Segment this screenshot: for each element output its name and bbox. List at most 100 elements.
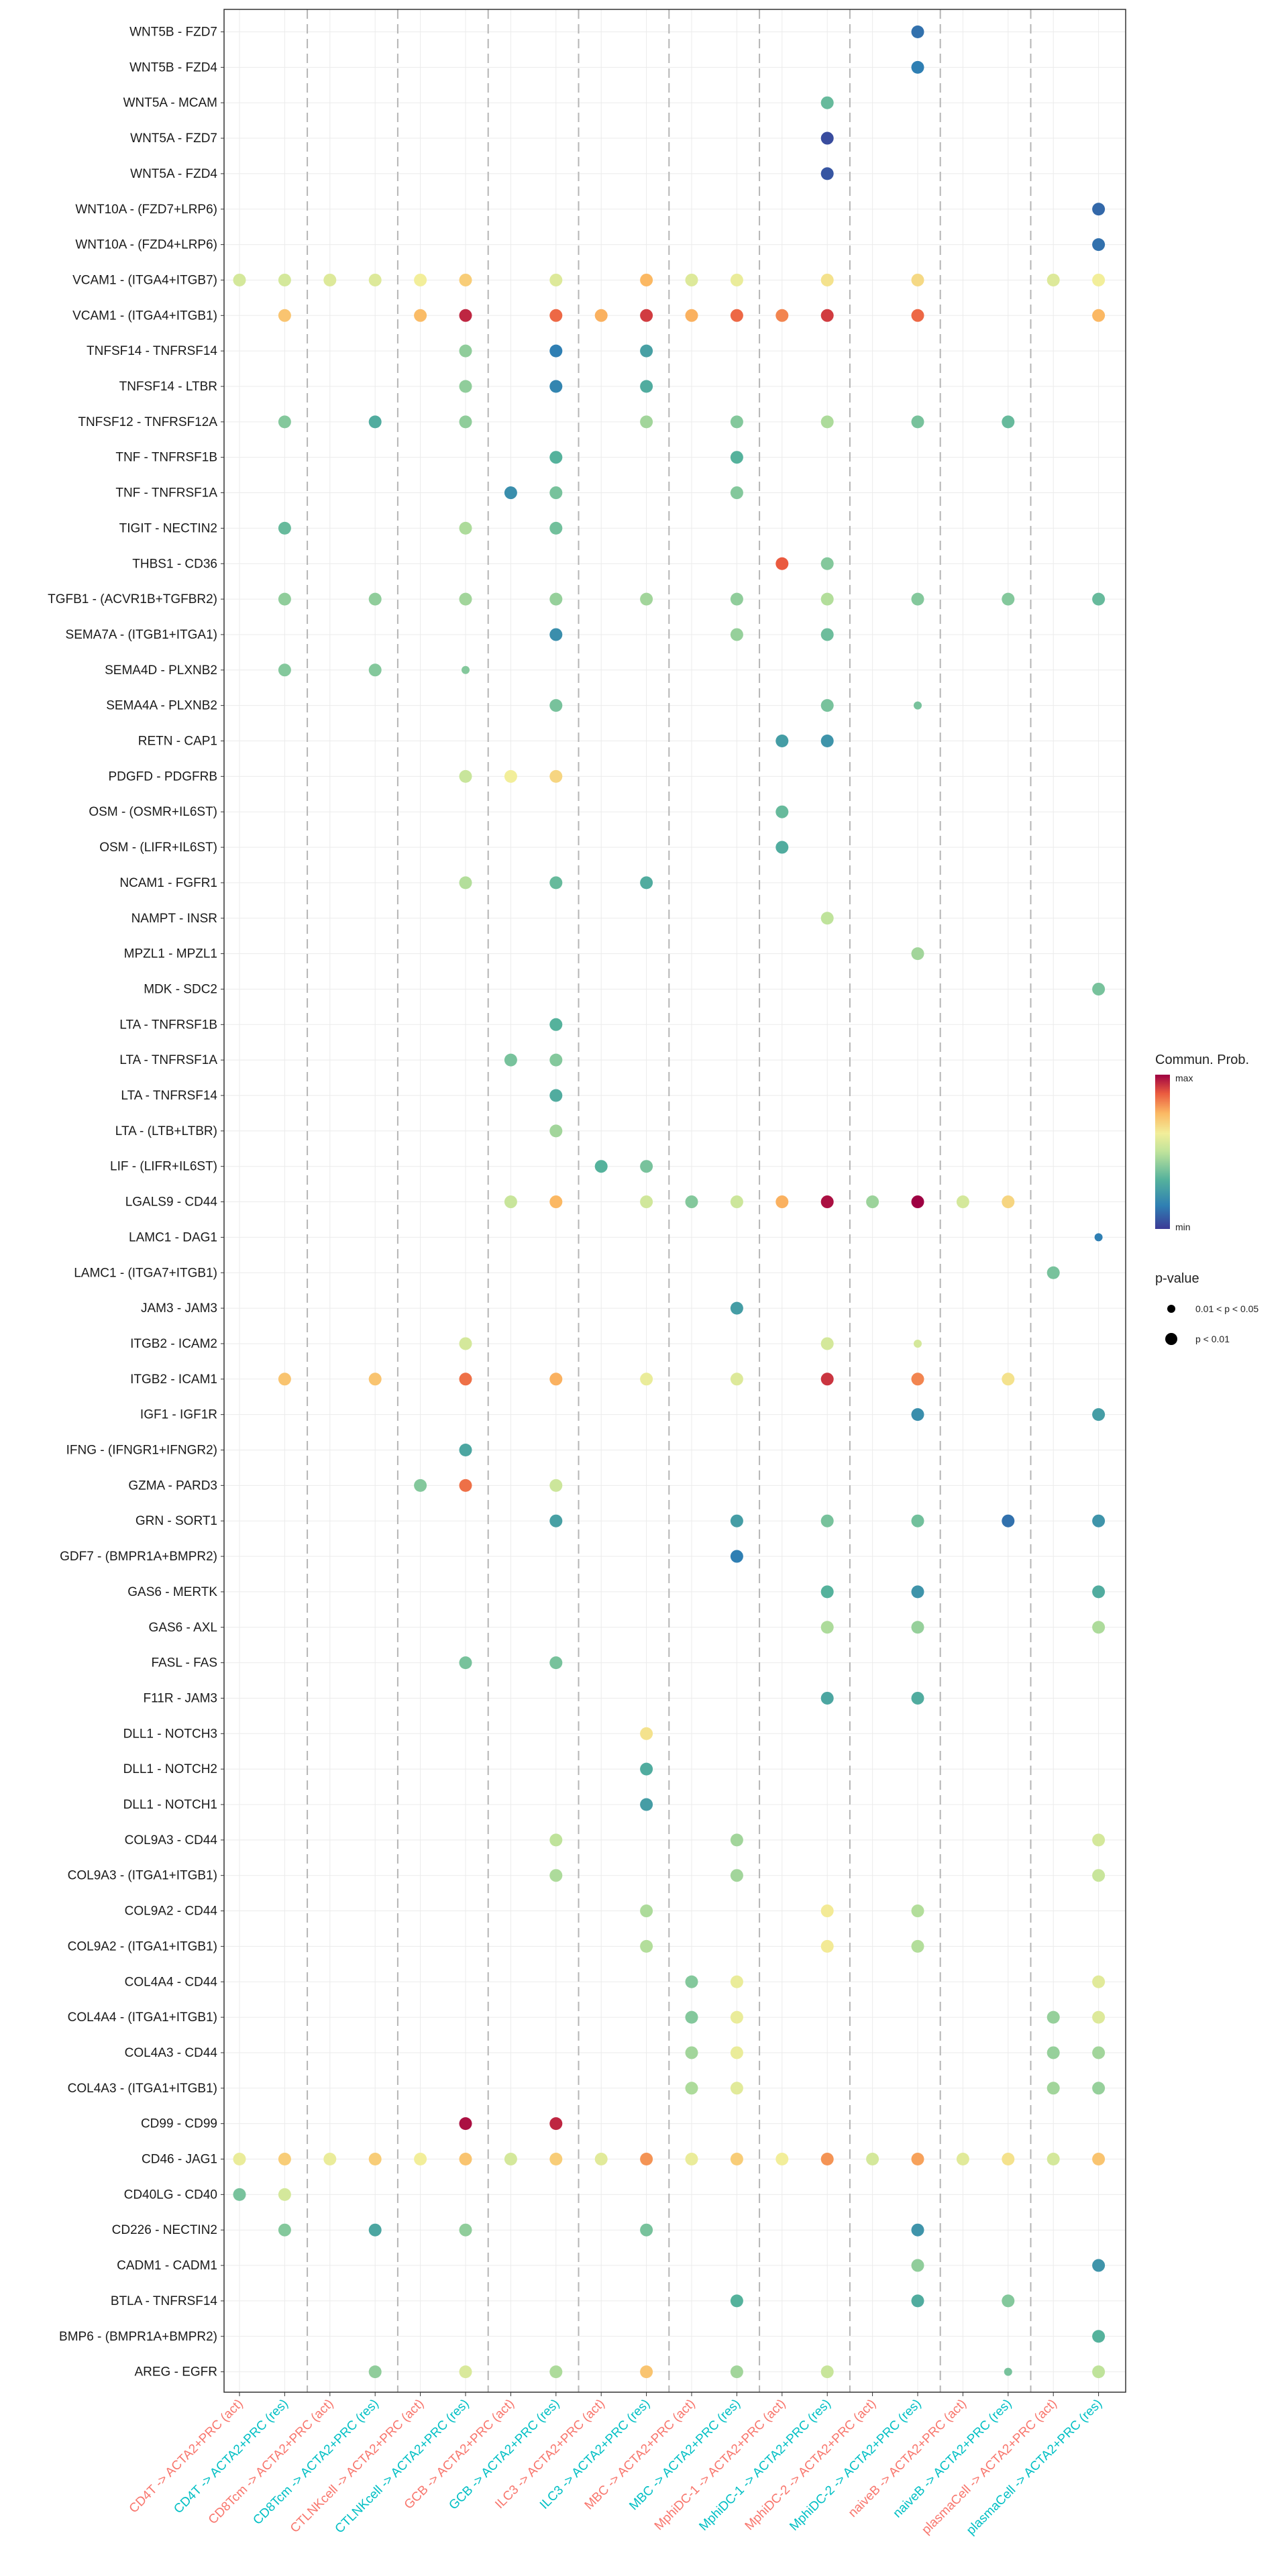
data-point — [1092, 1514, 1106, 1527]
data-point — [1092, 982, 1106, 996]
data-point — [1094, 1233, 1103, 1242]
data-point — [775, 557, 789, 570]
data-point — [911, 1621, 924, 1634]
data-point — [549, 344, 563, 358]
data-point — [1002, 1195, 1015, 1209]
data-point — [820, 1691, 834, 1705]
y-tick-label: IFNG - (IFNGR1+IFNGR2) — [66, 1444, 217, 1458]
data-point — [278, 2188, 291, 2201]
data-point — [549, 1053, 563, 1067]
data-point — [549, 521, 563, 535]
data-point — [730, 415, 743, 429]
data-point — [1002, 1373, 1015, 1386]
data-point — [730, 2365, 743, 2379]
data-point — [685, 1975, 698, 1988]
y-tick-label: TIGIT - NECTIN2 — [119, 521, 217, 535]
data-point — [820, 167, 834, 180]
group-separators — [307, 9, 1032, 2392]
data-point — [820, 415, 834, 429]
data-point — [730, 1550, 743, 1563]
y-tick-label: WNT5A - FZD4 — [130, 167, 217, 181]
data-point — [368, 2153, 382, 2165]
data-point — [323, 2153, 337, 2165]
data-point — [730, 273, 743, 286]
y-tick-label: GZMA - PARD3 — [128, 1479, 217, 1493]
data-point — [368, 273, 382, 286]
data-point — [278, 592, 291, 606]
data-point — [820, 592, 834, 606]
data-point — [1092, 309, 1106, 322]
legend: Commun. Prob. max min p-value 0.01 < p <… — [1155, 1053, 1258, 1345]
data-point — [414, 1479, 427, 1492]
data-point — [1092, 1833, 1106, 1847]
data-point — [911, 1195, 924, 1209]
legend-size-small-dot — [1167, 1305, 1175, 1313]
data-point — [911, 947, 924, 961]
data-point — [640, 1762, 653, 1776]
y-tick-label: COL9A3 - CD44 — [125, 1833, 218, 1847]
y-tick-label: CD226 - NECTIN2 — [112, 2223, 217, 2237]
data-point — [730, 1301, 743, 1315]
y-tick-label: THBS1 - CD36 — [132, 557, 217, 571]
data-point — [459, 380, 472, 393]
y-tick-label: WNT5B - FZD4 — [129, 60, 217, 74]
data-point — [820, 273, 834, 286]
data-point — [549, 628, 563, 641]
data-point — [1092, 238, 1106, 252]
data-point — [820, 1195, 834, 1209]
data-point — [459, 2117, 472, 2131]
data-point — [323, 273, 337, 286]
data-point — [1092, 273, 1106, 286]
y-tick-label: SEMA4D - PLXNB2 — [105, 663, 217, 678]
data-point — [911, 1408, 924, 1421]
data-point — [1002, 1514, 1015, 1527]
data-point — [685, 273, 698, 286]
data-point — [1092, 203, 1106, 216]
y-tick-label: LAMC1 - DAG1 — [129, 1230, 217, 1244]
data-point — [866, 2153, 879, 2165]
data-point — [730, 2294, 743, 2308]
y-tick-label: NAMPT - INSR — [131, 912, 217, 926]
data-point — [730, 1195, 743, 1209]
y-tick-label: GRN - SORT1 — [136, 1514, 217, 1528]
data-point — [640, 1798, 653, 1811]
data-point — [368, 415, 382, 429]
data-point — [820, 1373, 834, 1386]
y-tick-label: GAS6 - AXL — [149, 1621, 217, 1635]
data-point — [730, 2010, 743, 2024]
y-tick-label: GDF7 - (BMPR1A+BMPR2) — [60, 1550, 217, 1564]
y-tick-label: TGFB1 - (ACVR1B+TGFBR2) — [48, 592, 217, 606]
data-point — [549, 1089, 563, 1102]
data-point — [640, 380, 653, 393]
data-point — [911, 1373, 924, 1386]
data-point — [730, 592, 743, 606]
y-tick-label: MPZL1 - MPZL1 — [124, 947, 217, 961]
data-point — [1046, 2010, 1060, 2024]
y-tick-label: COL4A3 - (ITGA1+ITGB1) — [68, 2082, 217, 2096]
data-point — [549, 1656, 563, 1670]
data-point — [640, 1373, 653, 1386]
data-point — [640, 1727, 653, 1740]
data-point — [1002, 592, 1015, 606]
data-point — [820, 96, 834, 109]
y-tick-label: CD46 - JAG1 — [142, 2153, 217, 2167]
y-tick-label: GAS6 - MERTK — [127, 1585, 217, 1599]
y-tick-label: WNT5A - FZD7 — [130, 131, 217, 146]
data-point — [549, 769, 563, 783]
data-point — [730, 309, 743, 322]
data-point — [504, 769, 517, 783]
y-tick-label: BMP6 - (BMPR1A+BMPR2) — [59, 2330, 217, 2344]
data-point — [640, 2153, 653, 2165]
data-point — [1046, 273, 1060, 286]
y-tick-label: SEMA7A - (ITGB1+ITGA1) — [66, 628, 217, 642]
y-tick-label: LTA - (LTB+LTBR) — [115, 1124, 217, 1138]
y-tick-label: DLL1 - NOTCH1 — [123, 1798, 217, 1812]
data-point — [685, 1195, 698, 1209]
data-point — [549, 1479, 563, 1492]
data-point — [820, 1939, 834, 1953]
y-tick-label: MDK - SDC2 — [144, 982, 217, 996]
data-point — [775, 735, 789, 747]
y-tick-label: COL4A4 - CD44 — [125, 1975, 218, 1989]
data-point — [414, 309, 427, 322]
data-point — [820, 2153, 834, 2165]
